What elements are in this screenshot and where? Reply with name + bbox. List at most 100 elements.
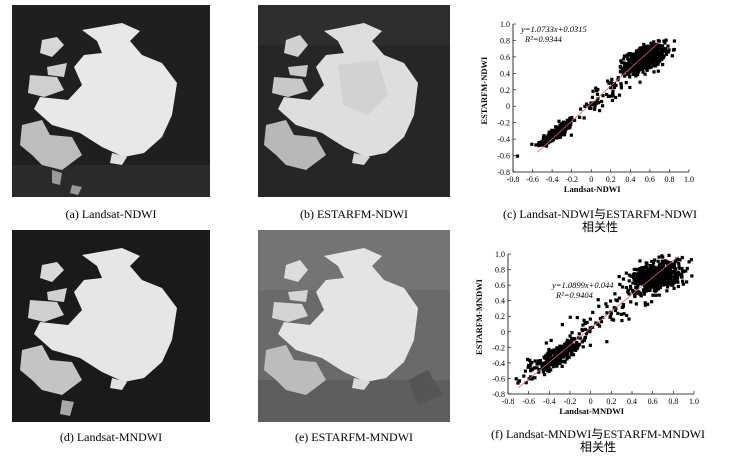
scatter-point [552,353,557,358]
scatter-point [656,269,661,274]
scatter-point [599,320,604,324]
scatter-point [668,271,672,275]
scatter-point [620,285,625,289]
scatter-point [533,376,537,380]
scatter-point [563,130,567,134]
x-tick-label: -0.8 [507,175,520,184]
scatter-point [662,39,666,43]
x-axis-label: Landsat-NDWI [564,184,621,194]
scatter-point [674,274,678,279]
x-tick-label: 1.0 [689,397,699,406]
scatter-point [658,262,662,266]
scatter-point [569,133,573,137]
scatter-point [690,274,694,278]
scatter-point [555,363,559,367]
scatter-point [665,273,669,278]
scatter-point [647,283,651,287]
scatter-point [631,52,635,56]
scatter-point [643,63,647,67]
scatter-point [550,131,554,135]
scatter-point [595,101,599,105]
scatter-point [620,318,624,323]
scatter-point [568,315,572,319]
scatter-point [613,308,618,313]
scatter-point [547,349,551,354]
scatter-point [561,355,566,359]
scatter-point [625,313,629,318]
scatter-point [653,258,657,262]
scatter-point [530,142,534,146]
scatter-point [558,355,562,359]
scatter-point [624,80,628,85]
y-tick-label: -0.8 [492,390,505,399]
scatter-point [542,367,546,371]
scatter-point [639,294,643,298]
scatter-point [601,315,605,320]
scatter-point [551,365,555,369]
scatter-point [677,262,681,266]
scatter-point [634,273,639,277]
scatter-point [649,65,653,69]
scatter-point [679,272,683,276]
scatter-point [659,272,663,276]
scatter-point [554,356,558,360]
x-tick-label: -0.2 [565,175,578,184]
scatter-point [631,273,636,277]
x-tick-label: 0.2 [606,397,616,406]
scatter-point [653,64,658,68]
scatter-point [544,362,549,366]
scatter-point [665,275,669,279]
scatter-point [601,94,605,98]
scatter-point [629,66,634,70]
scatter-point [631,290,635,294]
scatter-point [636,48,640,52]
caption-c-line2: 相关性 [581,220,618,234]
scatter-point [570,341,574,345]
scatter-point [558,123,562,127]
y-tick-label: 0.2 [500,86,510,95]
scatter-point [651,261,656,265]
scatter-point [573,348,577,352]
scatter-point [605,311,609,315]
scatter-point [651,58,656,63]
scatter-point [555,131,560,135]
scatter-point [617,93,622,97]
scatter-point [640,265,644,270]
scatter-point [615,299,619,303]
scatter-point [641,70,645,74]
scatter-point [657,39,661,43]
scatter-point [542,373,547,377]
scatter-point [667,274,671,278]
scatter-point [649,58,653,62]
scatter-point [577,342,582,347]
scatter-point [643,273,647,277]
scatter-point [662,54,666,58]
scatter-point [593,105,597,109]
scatter-point [528,358,532,362]
y-tick-label: 0.6 [500,53,510,62]
scatter-point [668,267,672,271]
scatter-point [641,288,646,292]
fit-line [518,255,679,389]
r-squared-label: R²=0.9404 [555,290,594,300]
scatter-point [636,284,640,288]
scatter-point [542,355,546,359]
estarfm-mndwi-image [258,230,450,422]
scatter-point [647,65,651,69]
scatter-point [642,42,646,47]
x-tick-label: 0.4 [627,397,637,406]
y-tick-label: 0.8 [500,36,510,45]
scatter-point [635,286,639,290]
scatter-point [588,326,592,330]
scatter-point [633,290,637,294]
scatter-point [616,311,620,316]
scatter-point [621,304,625,308]
scatter-point [626,67,630,71]
y-tick-label: 0 [506,102,510,111]
x-tick-label: -0.4 [546,175,559,184]
scatter-point [618,282,622,287]
scatter-point [681,270,686,274]
scatter-point [557,119,561,123]
scatter-point [637,290,641,294]
scatter-point [613,292,617,296]
